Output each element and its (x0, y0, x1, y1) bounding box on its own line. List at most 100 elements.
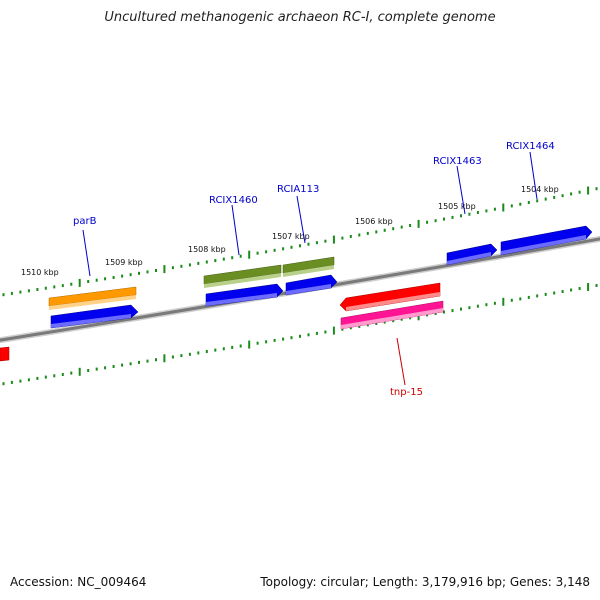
gene-feature-parB[interactable] (48, 286, 137, 310)
scale-tick-upper (10, 291, 13, 295)
scale-label-1505: 1505 kbp (438, 202, 476, 211)
scale-tick-upper (595, 187, 598, 191)
scale-ticks-lower (2, 283, 598, 386)
scale-tick-upper (544, 197, 547, 201)
gene-label-parB[interactable]: parB (73, 216, 97, 227)
scale-tick-lower (188, 352, 191, 356)
scale-tick-upper (282, 247, 285, 251)
scale-tick-upper (443, 217, 445, 221)
scale-label-1510: 1510 kbp (21, 268, 59, 277)
gene-feature-edge-left[interactable] (0, 346, 10, 362)
gene-label-rcix1464[interactable]: RCIX1464 (506, 141, 555, 152)
topology-summary: Topology: circular; Length: 3,179,916 bp… (260, 575, 590, 589)
scale-tick-lower (129, 362, 132, 366)
scale-tick-lower (315, 331, 318, 335)
scale-tick-lower (214, 348, 217, 352)
map-title: Uncultured methanogenic archaeon RC-I, c… (104, 10, 496, 25)
scale-tick-lower (180, 354, 183, 358)
scale-tick-upper (273, 248, 276, 252)
scale-tick-lower (197, 351, 200, 355)
leader-rcix1463 (456, 165, 466, 215)
cds-arrow-tnp15[interactable] (339, 282, 441, 312)
scale-tick-lower (587, 283, 590, 291)
scale-label-1504: 1504 kbp (521, 185, 559, 194)
scale-tick-lower (443, 310, 445, 314)
leader-rcix1464 (529, 151, 538, 200)
scale-tick-upper (426, 220, 429, 224)
scale-tick-lower (112, 365, 115, 368)
scale-tick-upper (519, 202, 522, 206)
scale-label-1507: 1507 kbp (272, 232, 310, 241)
gene-feature-tnp15[interactable] (340, 300, 444, 330)
scale-tick-lower (561, 290, 564, 293)
scale-tick-lower (53, 374, 56, 378)
accession-label: Accession: NC_009464 (10, 575, 147, 589)
cds-arrow-rcix1463[interactable] (446, 243, 498, 266)
scale-tick-lower (502, 297, 505, 306)
scale-tick-upper (36, 288, 39, 291)
gene-label-rcix1460[interactable]: RCIX1460 (209, 195, 258, 206)
scale-tick-upper (155, 269, 157, 272)
scale-tick-upper (19, 290, 22, 294)
scale-tick-lower (61, 373, 64, 376)
gene-label-rcia113[interactable]: RCIA113 (277, 184, 319, 195)
cds-arrow-parB[interactable] (50, 304, 139, 329)
gene-label-rcix1463[interactable]: RCIX1463 (433, 156, 482, 167)
scale-tick-lower (392, 319, 395, 323)
scale-tick-lower (10, 380, 13, 384)
scale-tick-lower (578, 287, 581, 290)
gene-feature-rcix1460[interactable] (203, 264, 282, 288)
scale-tick-lower (358, 324, 361, 328)
scale-tick-upper (112, 276, 115, 279)
scale-tick-upper (358, 233, 361, 237)
scale-tick-upper (476, 211, 479, 214)
scale-tick-lower (553, 291, 556, 295)
cds-arrow-rcix1464[interactable] (500, 225, 593, 256)
scale-tick-upper (332, 235, 335, 244)
leader-tnp15 (396, 337, 406, 386)
gene-feature-rcia113[interactable] (282, 256, 335, 277)
scale-tick-upper (553, 195, 556, 199)
scale-tick-upper (121, 274, 124, 278)
scale-label-1509: 1509 kbp (105, 258, 143, 267)
scale-tick-upper (392, 227, 395, 231)
scale-tick-lower (527, 295, 530, 299)
scale-tick-lower (163, 354, 166, 363)
scale-tick-upper (324, 239, 327, 243)
scale-tick-lower (239, 344, 242, 348)
scale-tick-upper (299, 244, 301, 248)
cds-arrow-rcix1460[interactable] (205, 283, 284, 307)
scale-tick-lower (570, 288, 573, 292)
scale-tick-upper (587, 186, 590, 195)
scale-tick-lower (544, 292, 547, 296)
scale-tick-lower (146, 359, 149, 363)
scale-tick-lower (231, 345, 234, 349)
scale-tick-lower (2, 382, 5, 386)
scale-tick-upper (231, 256, 234, 260)
scale-tick-upper (163, 265, 166, 274)
scale-tick-upper (578, 190, 581, 194)
scale-tick-lower (349, 326, 352, 330)
scale-tick-lower (485, 303, 488, 307)
scale-tick-lower (460, 307, 462, 311)
scale-tick-upper (265, 250, 268, 254)
scale-tick-upper (510, 204, 513, 208)
scale-tick-upper (197, 261, 200, 265)
scale-tick-lower (273, 338, 276, 342)
scale-tick-upper (468, 212, 471, 216)
scale-tick-lower (78, 367, 81, 376)
scale-label-1508: 1508 kbp (188, 245, 226, 254)
gene-label-tnp15[interactable]: tnp-15 (390, 387, 423, 398)
scale-tick-upper (180, 264, 183, 268)
scale-tick-lower (265, 340, 268, 344)
scale-tick-lower (324, 330, 327, 334)
scale-tick-upper (341, 236, 344, 240)
scale-tick-lower (307, 333, 310, 337)
scale-tick-lower (27, 378, 30, 382)
scale-tick-upper (375, 230, 378, 234)
scale-tick-upper (409, 224, 412, 227)
cds-arrow-rcia113[interactable] (285, 274, 338, 296)
scale-tick-lower (121, 363, 124, 367)
